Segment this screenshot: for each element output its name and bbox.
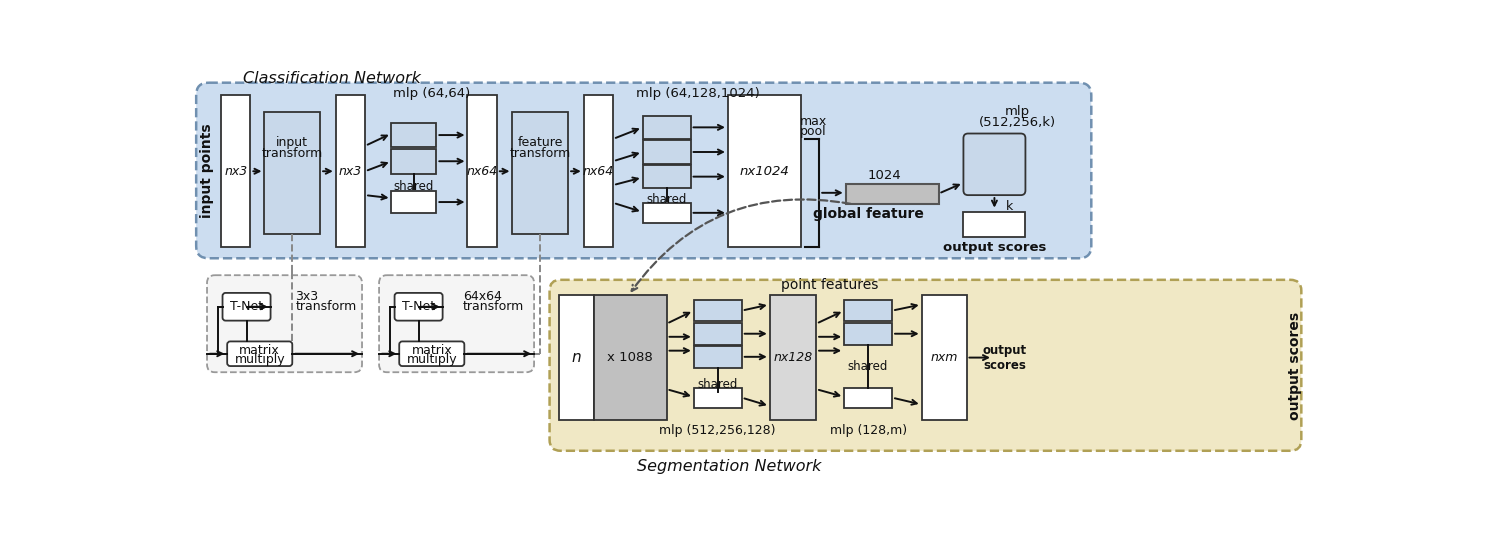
Bar [513, 112, 568, 233]
Text: transform: transform [262, 147, 323, 160]
Text: mlp (512,256,128): mlp (512,256,128) [659, 424, 776, 437]
Text: mlp (64,64): mlp (64,64) [393, 87, 471, 100]
Bar [643, 116, 691, 139]
FancyBboxPatch shape [206, 275, 362, 372]
FancyBboxPatch shape [550, 280, 1301, 451]
Text: nx3: nx3 [224, 165, 247, 178]
Text: 64x64: 64x64 [463, 290, 502, 303]
Text: shared: shared [393, 180, 434, 193]
Text: output scores: output scores [943, 241, 1046, 254]
Text: transform: transform [510, 147, 571, 160]
Bar [221, 95, 251, 248]
Text: nxm: nxm [930, 351, 958, 364]
Text: input points: input points [200, 123, 214, 218]
Text: multiply: multiply [407, 352, 457, 366]
Bar [694, 300, 742, 321]
Text: shared: shared [848, 359, 888, 373]
Bar [845, 323, 893, 345]
Text: (512,256,k): (512,256,k) [979, 116, 1057, 129]
Bar [694, 323, 742, 345]
Text: 1024: 1024 [867, 169, 901, 181]
Bar [468, 95, 496, 248]
Text: nx64: nx64 [466, 165, 498, 178]
Bar [770, 295, 816, 420]
Bar [392, 149, 437, 174]
Text: shared: shared [698, 378, 739, 391]
Text: mlp (64,128,1024): mlp (64,128,1024) [637, 87, 761, 100]
Text: shared: shared [646, 193, 686, 206]
Bar [694, 346, 742, 368]
Text: nx3: nx3 [339, 165, 362, 178]
Text: transform: transform [463, 300, 525, 313]
Text: output scores: output scores [1289, 312, 1302, 420]
Bar [583, 95, 613, 248]
Text: 3x3: 3x3 [296, 290, 318, 303]
Text: mlp (128,m): mlp (128,m) [830, 424, 906, 437]
Bar [846, 184, 939, 204]
Text: mlp: mlp [1005, 105, 1030, 118]
Text: input: input [277, 136, 308, 149]
Bar [728, 95, 801, 248]
Text: Segmentation Network: Segmentation Network [637, 459, 822, 473]
Bar [845, 300, 893, 321]
Text: output
scores: output scores [982, 344, 1027, 372]
Text: k: k [1006, 200, 1014, 213]
FancyBboxPatch shape [395, 293, 443, 321]
Bar [921, 295, 967, 420]
Text: nx1024: nx1024 [740, 165, 789, 178]
Text: global feature: global feature [813, 207, 924, 221]
Bar [845, 387, 893, 408]
Text: pool: pool [800, 125, 827, 138]
Text: T-Net: T-Net [402, 300, 435, 313]
Text: Classification Network: Classification Network [242, 71, 420, 85]
Bar [643, 165, 691, 188]
Text: multiply: multiply [235, 352, 286, 366]
FancyBboxPatch shape [196, 83, 1091, 258]
Bar [643, 140, 691, 163]
Bar [336, 95, 365, 248]
FancyBboxPatch shape [399, 341, 465, 366]
FancyBboxPatch shape [380, 275, 534, 372]
Bar [265, 112, 320, 233]
FancyBboxPatch shape [963, 134, 1026, 195]
Text: n: n [571, 350, 580, 365]
Bar [963, 212, 1026, 237]
Bar [559, 295, 594, 420]
FancyBboxPatch shape [227, 341, 293, 366]
Bar [392, 123, 437, 147]
Text: matrix: matrix [239, 344, 280, 357]
Text: point features: point features [782, 278, 879, 292]
FancyBboxPatch shape [223, 293, 271, 321]
Text: nx128: nx128 [773, 351, 813, 364]
Bar [643, 203, 691, 223]
Text: max: max [800, 115, 827, 128]
Text: x 1088: x 1088 [607, 351, 653, 364]
Bar [594, 295, 667, 420]
Text: T-Net: T-Net [230, 300, 263, 313]
Bar [392, 191, 437, 213]
Text: feature: feature [517, 136, 564, 149]
Text: matrix: matrix [411, 344, 451, 357]
Bar [694, 387, 742, 408]
Text: transform: transform [296, 300, 357, 313]
Text: nx64: nx64 [583, 165, 614, 178]
